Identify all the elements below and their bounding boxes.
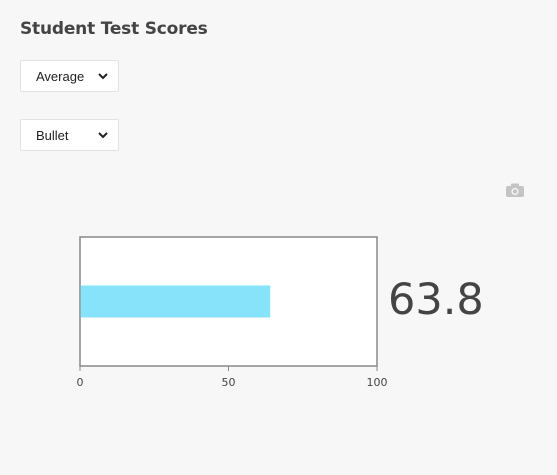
x-tick-label: 100 bbox=[367, 376, 388, 389]
chart-type-select[interactable]: Bullet bbox=[20, 119, 119, 151]
aggregation-select-value: Average bbox=[36, 68, 85, 84]
value-readout: 63.8 bbox=[388, 275, 484, 325]
chevron-down-icon bbox=[97, 129, 109, 141]
page-title: Student Test Scores bbox=[20, 19, 208, 39]
x-tick-label: 50 bbox=[222, 376, 236, 389]
camera-icon[interactable] bbox=[506, 183, 524, 197]
x-axis: 0 50 100 bbox=[77, 366, 388, 389]
chart-type-select-value: Bullet bbox=[36, 127, 69, 143]
aggregation-select[interactable]: Average bbox=[20, 60, 119, 92]
x-tick-label: 0 bbox=[77, 376, 84, 389]
chevron-down-icon bbox=[97, 70, 109, 82]
value-bar bbox=[80, 285, 271, 318]
